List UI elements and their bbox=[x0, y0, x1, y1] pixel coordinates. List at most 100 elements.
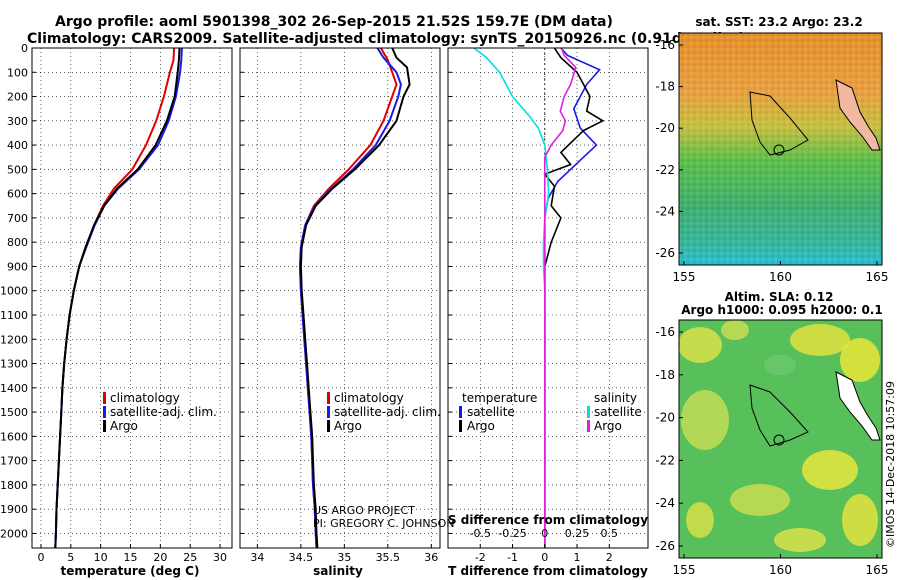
legend-swatch-climatology bbox=[327, 392, 330, 404]
legend-title-temperature: temperature bbox=[462, 391, 537, 405]
map-y-tick-label: -18 bbox=[655, 80, 675, 94]
map-x-tick-label: 155 bbox=[673, 270, 696, 284]
depth-tick-label: 1600 bbox=[0, 430, 28, 443]
sla-anomaly-blob bbox=[764, 355, 796, 375]
map-y-tick-label: -20 bbox=[655, 411, 675, 425]
depth-tick-label: 1000 bbox=[0, 285, 28, 298]
legend-swatch-satellite bbox=[327, 406, 330, 418]
series-line-argo bbox=[299, 48, 411, 548]
sla-map: Altim. SLA: 0.12 Argo h1000: 0.095 h2000… bbox=[655, 290, 888, 577]
side-stamp: ©IMOS 14-Dec-2018 10:57:09 bbox=[884, 381, 897, 548]
x-tick-label: 34.5 bbox=[289, 551, 314, 564]
sla-anomaly-blob bbox=[730, 484, 790, 516]
salinity-panel: 34 34.5 35 35.5 36 salinity climatology sate… bbox=[239, 47, 454, 578]
legend-swatch-s-satellite bbox=[587, 406, 590, 418]
depth-tick-label: 800 bbox=[7, 236, 28, 249]
x-tick-label: 34 bbox=[250, 551, 264, 564]
x-tick-label: 1 bbox=[574, 551, 581, 564]
depth-tick-label: 100 bbox=[7, 66, 28, 79]
map-y-tick-label: -22 bbox=[655, 453, 675, 467]
x-tick-label: 20 bbox=[153, 551, 167, 564]
sla-anomaly-blob bbox=[802, 450, 858, 490]
series-line-t-satellite bbox=[543, 48, 601, 548]
x-tick-label: 25 bbox=[183, 551, 197, 564]
temperature-axes-frame bbox=[31, 47, 233, 549]
depth-tick-label: 500 bbox=[7, 163, 28, 176]
sla-anomaly-blob bbox=[681, 390, 729, 450]
legend-label-argo: Argo bbox=[110, 419, 138, 433]
sla-anomaly-blob bbox=[774, 528, 826, 552]
map-y-tick-label: -16 bbox=[655, 38, 675, 52]
map-x-tick-label: 165 bbox=[866, 563, 889, 577]
temperature-legend: climatology satellite-adj. clim. Argo bbox=[103, 391, 217, 433]
header-title-line2: Climatology: CARS2009. Satellite-adjuste… bbox=[27, 31, 745, 47]
depth-tick-label: 1800 bbox=[0, 479, 28, 492]
sla-anomaly-blobs bbox=[678, 320, 880, 552]
legend-label-t-argo: Argo bbox=[467, 419, 495, 433]
map-x-tick-label: 160 bbox=[769, 563, 792, 577]
depth-tick-label: 1100 bbox=[0, 309, 28, 322]
difference-xlabel: T difference from climatology bbox=[448, 564, 648, 578]
sst-argo-position bbox=[773, 144, 785, 156]
header-title-line1: Argo profile: aoml 5901398_302 26-Sep-20… bbox=[55, 14, 613, 30]
legend-title-salinity: salinity bbox=[594, 391, 637, 405]
sst-map-title: sat. SST: 23.2 Argo: 23.2 bbox=[695, 15, 862, 29]
sal-diff-tick-label: 0 bbox=[541, 527, 548, 540]
depth-tick-label: 1400 bbox=[0, 382, 28, 395]
depth-tick-label: 400 bbox=[7, 139, 28, 152]
difference-temperature-legend: temperature satellite Argo bbox=[459, 391, 537, 433]
salinity-xlabel: salinity bbox=[313, 564, 363, 578]
x-tick-label: 15 bbox=[124, 551, 138, 564]
x-tick-label: 0 bbox=[541, 551, 548, 564]
sal-diff-tick-label: -0.5 bbox=[470, 527, 491, 540]
depth-tick-label: 300 bbox=[7, 115, 28, 128]
legend-swatch-t-satellite bbox=[459, 406, 462, 418]
depth-tick-label: 600 bbox=[7, 188, 28, 201]
series-line-s-argo bbox=[543, 48, 577, 548]
x-tick-label: 35 bbox=[337, 551, 351, 564]
series-line-t-argo bbox=[543, 48, 605, 548]
legend-label-satellite: satellite-adj. clim. bbox=[334, 405, 441, 419]
sla-anomaly-blob bbox=[678, 327, 722, 363]
sla-anomaly-blob bbox=[842, 494, 878, 546]
difference-panel: -2 -1 0 1 2 -0.5 -0.25 0 0.25 0.5 S difference f… bbox=[447, 47, 649, 578]
legend-label-argo: Argo bbox=[334, 419, 362, 433]
x-tick-label: 2 bbox=[606, 551, 613, 564]
legend-swatch-t-argo bbox=[459, 420, 462, 432]
depth-tick-label: 200 bbox=[7, 91, 28, 104]
depth-tick-label: 0 bbox=[21, 42, 28, 55]
legend-label-climatology: climatology bbox=[334, 391, 404, 405]
watermark-line2: PI: GREGORY C. JOHNSON bbox=[313, 517, 454, 530]
sla-map-title: Altim. SLA: 0.12 bbox=[725, 290, 834, 304]
temperature-grid bbox=[32, 47, 232, 548]
depth-tick-label: 900 bbox=[7, 260, 28, 273]
series-line-climatology bbox=[298, 48, 398, 548]
temperature-xlabel: temperature (deg C) bbox=[61, 564, 200, 578]
legend-swatch-satellite bbox=[103, 406, 106, 418]
x-tick-label: 35.5 bbox=[376, 551, 401, 564]
watermark-line1: US ARGO PROJECT bbox=[313, 504, 415, 517]
map-y-tick-label: -20 bbox=[655, 121, 675, 135]
depth-tick-label: 1900 bbox=[0, 503, 28, 516]
map-x-tick-label: 155 bbox=[673, 563, 696, 577]
salinity-x-ticks: 34 34.5 35 35.5 36 bbox=[250, 544, 438, 564]
legend-label-satellite: satellite-adj. clim. bbox=[110, 405, 217, 419]
map-y-tick-label: -24 bbox=[655, 496, 675, 510]
series-line-satellite-adj-clim- bbox=[298, 48, 402, 548]
sst-coastline-new-caledonia bbox=[749, 91, 809, 156]
salinity-difference-x-ticks: -0.5 -0.25 0 0.25 0.5 bbox=[470, 527, 619, 540]
depth-axis-labels: 0 100 200 300 400 500 600 700 800 900 1000 1100 1200… bbox=[0, 42, 28, 540]
depth-tick-label: 1200 bbox=[0, 333, 28, 346]
map-y-tick-label: -26 bbox=[655, 246, 675, 260]
x-tick-label: 36 bbox=[424, 551, 438, 564]
map-y-tick-label: -26 bbox=[655, 539, 675, 553]
sla-argo-position bbox=[773, 434, 785, 446]
sla-anomaly-blob bbox=[721, 320, 749, 340]
temperature-panel: 0 5 10 15 20 25 30 temperature (deg C) climato… bbox=[31, 47, 233, 578]
sal-diff-tick-label: 0.25 bbox=[565, 527, 590, 540]
salinity-axes-frame bbox=[239, 47, 441, 549]
series-line-satellite-adj-clim- bbox=[54, 48, 183, 548]
depth-tick-label: 1300 bbox=[0, 358, 28, 371]
map-y-tick-label: -18 bbox=[655, 368, 675, 382]
